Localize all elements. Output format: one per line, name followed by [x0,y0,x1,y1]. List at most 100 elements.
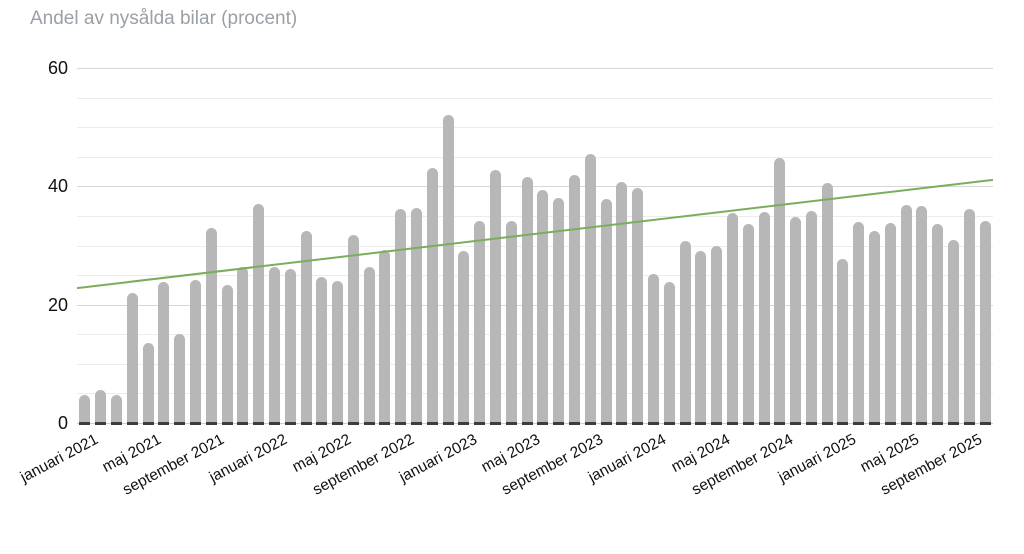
x-axis-baseline [77,423,993,424]
bar-november-2024[interactable] [805,211,817,423]
bar-base-tick [300,422,312,425]
bar-december-2024[interactable] [821,182,833,423]
x-tick-label: januari 2021 [17,431,101,487]
bar-base-tick [426,422,438,425]
bar-augusti-2025[interactable] [948,240,960,423]
bar-base-tick [95,422,107,425]
bar-mars-2024[interactable] [679,240,691,423]
bar-september-2023[interactable] [584,154,596,423]
bar-base-tick [805,422,817,425]
bar-base-tick [869,422,881,425]
y-tick-label: 0 [57,413,68,433]
bar-base-tick [205,422,217,425]
bar-juni-2023[interactable] [537,189,549,423]
bar-base-tick [553,422,565,425]
bar-februari-2021[interactable] [95,389,107,423]
bar-base-tick [758,422,770,425]
bar-september-2025[interactable] [963,209,975,423]
gridline [77,156,993,158]
bar-december-2023[interactable] [632,187,644,423]
bar-base-tick [474,422,486,425]
bar-base-tick [268,422,280,425]
bar-base-tick [537,422,549,425]
bar-februari-2025[interactable] [853,222,865,423]
bar-november-2022[interactable] [426,167,438,423]
bar-juli-2021[interactable] [174,334,186,423]
bar-januari-2021[interactable] [79,394,91,423]
bar-base-tick [142,422,154,425]
bar-base-tick [900,422,912,425]
bar-base-tick [584,422,596,425]
bar-base-tick [837,422,849,425]
bar-augusti-2024[interactable] [758,211,770,423]
bar-base-tick [221,422,233,425]
gridline [77,97,993,99]
bar-base-tick [742,422,754,425]
bar-december-2021[interactable] [253,204,265,423]
bar-oktober-2025[interactable] [979,221,991,423]
bar-september-2024[interactable] [774,157,786,423]
bar-juni-2021[interactable] [158,281,170,423]
bar-base-tick [853,422,865,425]
bar-base-tick [632,422,644,425]
bar-januari-2022[interactable] [268,266,280,423]
bar-maj-2025[interactable] [900,205,912,423]
bar-april-2021[interactable] [126,292,138,423]
bar-februari-2023[interactable] [474,221,486,423]
bar-base-tick [395,422,407,425]
bar-base-tick [347,422,359,425]
bar-september-2022[interactable] [395,208,407,423]
bar-september-2021[interactable] [205,227,217,423]
bar-mars-2025[interactable] [869,230,881,423]
bar-februari-2024[interactable] [663,282,675,423]
bar-augusti-2021[interactable] [189,279,201,423]
bar-base-tick [521,422,533,425]
bar-oktober-2021[interactable] [221,285,233,423]
bar-december-2022[interactable] [442,115,454,423]
bar-base-tick [726,422,738,425]
bar-base-tick [490,422,502,425]
bar-april-2022[interactable] [316,277,328,423]
bar-base-tick [916,422,928,425]
bar-januari-2024[interactable] [647,273,659,423]
bar-base-tick [948,422,960,425]
bar-april-2025[interactable] [884,223,896,423]
gridline [77,68,993,69]
bar-base-tick [158,422,170,425]
bar-base-tick [695,422,707,425]
bar-augusti-2023[interactable] [568,175,580,423]
bar-mars-2022[interactable] [300,231,312,423]
bar-base-tick [332,422,344,425]
bar-november-2023[interactable] [616,182,628,423]
bar-base-tick [979,422,991,425]
bar-mars-2023[interactable] [490,169,502,423]
bar-oktober-2022[interactable] [411,208,423,423]
bar-maj-2021[interactable] [142,342,154,423]
bar-juli-2022[interactable] [363,267,375,423]
bar-juli-2025[interactable] [932,223,944,423]
bar-oktober-2023[interactable] [600,198,612,423]
bar-maj-2024[interactable] [711,245,723,423]
bar-base-tick [189,422,201,425]
bar-juni-2025[interactable] [916,205,928,423]
bar-base-tick [932,422,944,425]
bar-januari-2023[interactable] [458,250,470,423]
bar-juni-2022[interactable] [347,234,359,423]
bar-mars-2021[interactable] [110,394,122,423]
bar-augusti-2022[interactable] [379,249,391,423]
bar-juni-2024[interactable] [726,212,738,423]
bar-maj-2022[interactable] [332,281,344,423]
bar-april-2024[interactable] [695,250,707,423]
bar-oktober-2024[interactable] [790,217,802,423]
bar-april-2023[interactable] [505,220,517,423]
bar-januari-2025[interactable] [837,259,849,423]
bar-februari-2022[interactable] [284,269,296,423]
bar-november-2021[interactable] [237,267,249,423]
y-tick-label: 60 [47,58,68,78]
bar-base-tick [253,422,265,425]
bar-maj-2023[interactable] [521,177,533,423]
gridline [77,304,993,306]
bar-juli-2023[interactable] [553,197,565,423]
bar-juli-2024[interactable] [742,223,754,423]
